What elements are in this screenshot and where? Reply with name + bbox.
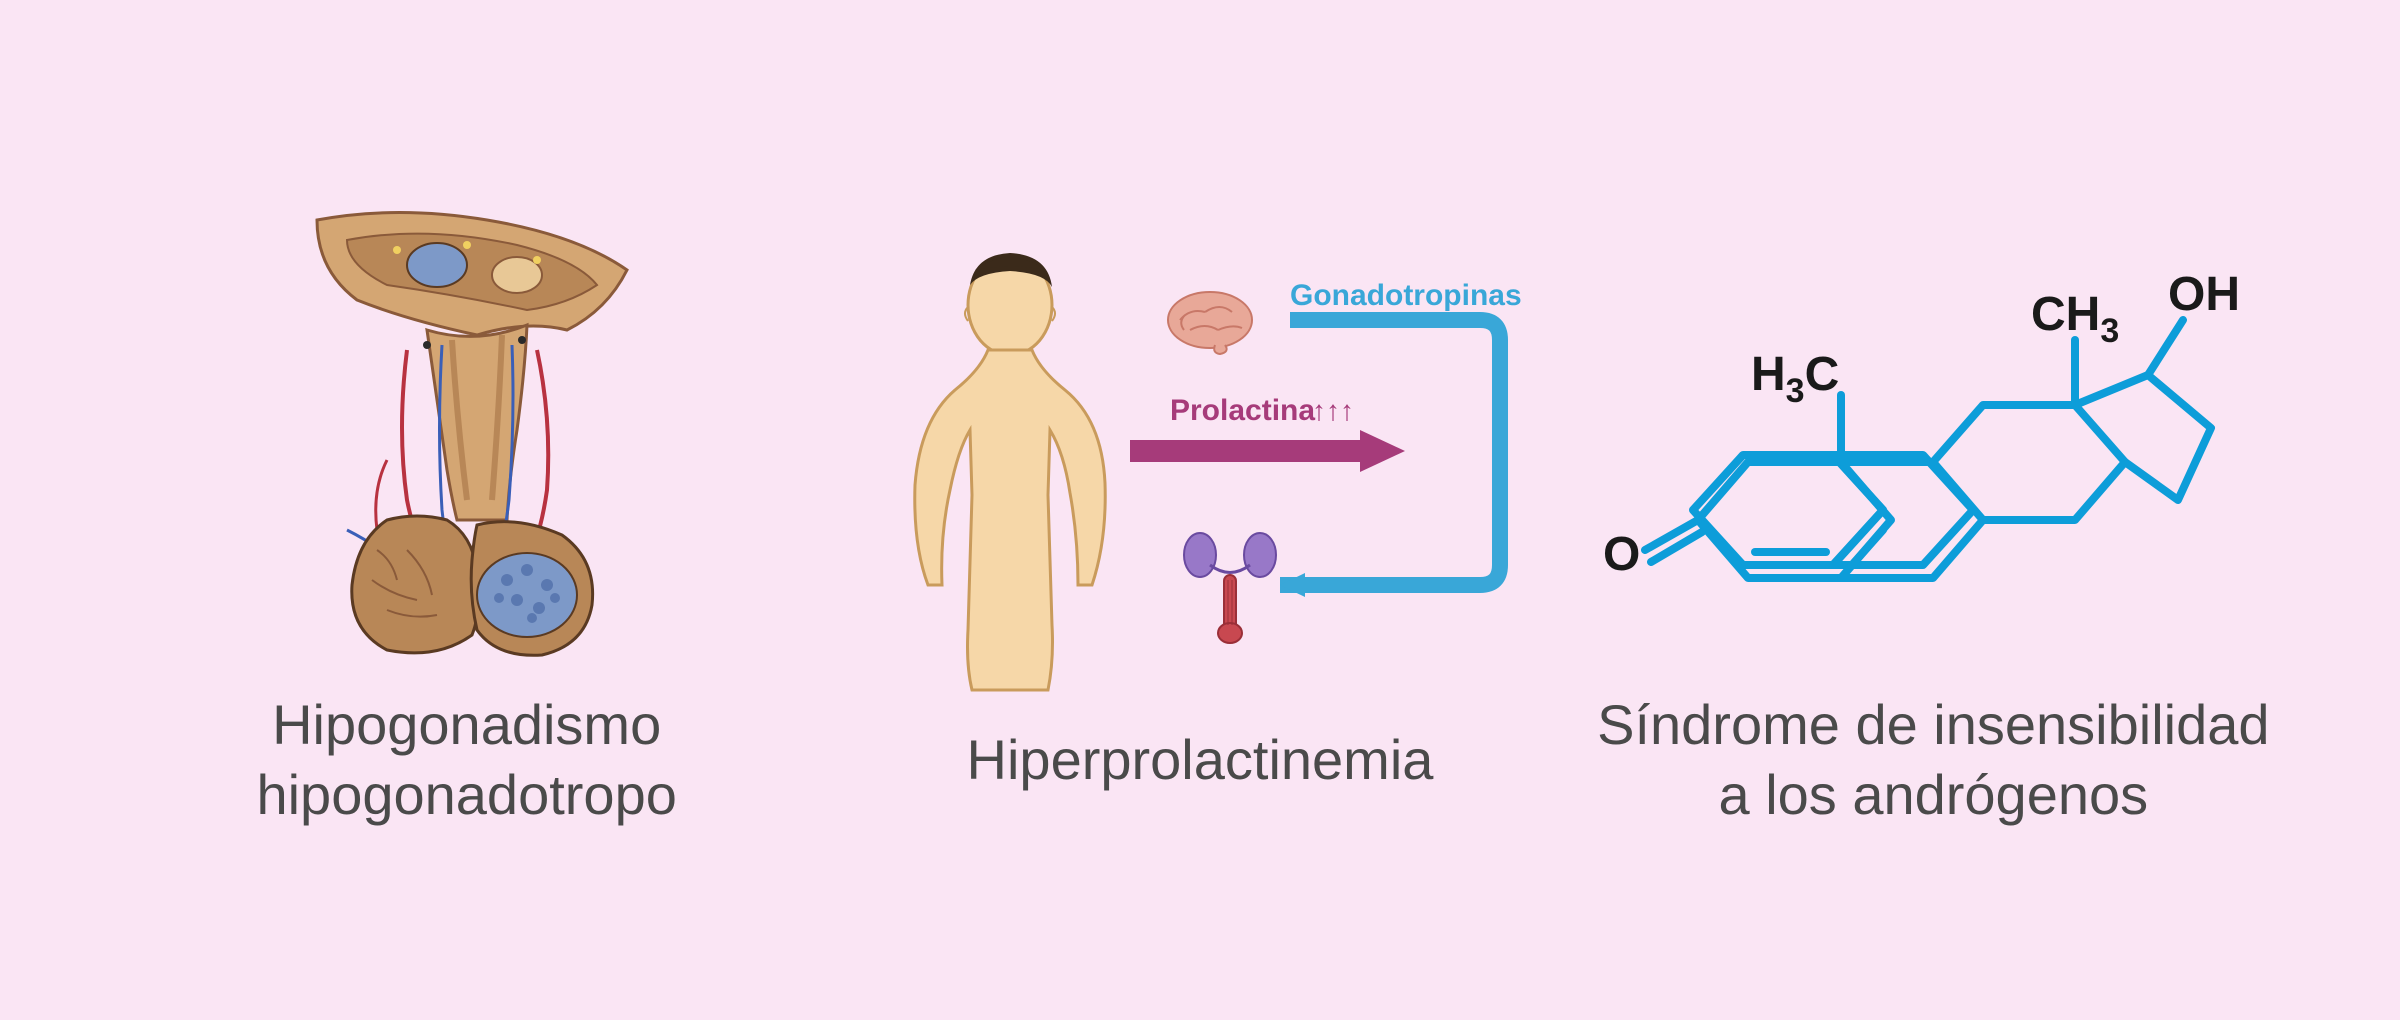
panel-hyperprolactinemia: Gonadotropinas Prolactina ↑↑↑ (833, 60, 1566, 960)
body-flow-illustration: Gonadotropinas Prolactina ↑↑↑ (860, 225, 1540, 705)
label-gonadotropins: Gonadotropinas (1290, 279, 1522, 312)
pituitary-svg (277, 200, 657, 660)
reproductive-organ-icon (1184, 533, 1276, 643)
pituitary-illustration (277, 190, 657, 670)
label-o: O (1603, 528, 1640, 581)
body-flow-svg: Gonadotropinas Prolactina ↑↑↑ (860, 235, 1540, 695)
panel-hypogonadism: Hipogonadismo hipogonadotropo (100, 60, 833, 960)
panel-androgen-insensitivity: OH CH3 H3C O Síndrome de insensibilidad … (1567, 60, 2300, 960)
label-oh: OH (2168, 268, 2240, 321)
caption-androgen: Síndrome de insensibilidad a los andróge… (1597, 690, 2269, 830)
label-prolactin: Prolactina (1170, 394, 1315, 427)
molecule-illustration: OH CH3 H3C O (1583, 190, 2283, 670)
prolactin-arrow-icon (1130, 430, 1405, 472)
steroid-skeleton (1645, 320, 2211, 578)
label-h3c: H3C (1751, 348, 1839, 410)
caption-hyperprolactinemia: Hiperprolactinemia (967, 725, 1434, 795)
steroid-svg: OH CH3 H3C O (1583, 200, 2283, 660)
caption-hypogonadism: Hipogonadismo hipogonadotropo (256, 690, 676, 830)
label-ch3-top: CH3 (2031, 288, 2119, 350)
prolactin-up-arrows: ↑↑↑ (1312, 395, 1354, 426)
